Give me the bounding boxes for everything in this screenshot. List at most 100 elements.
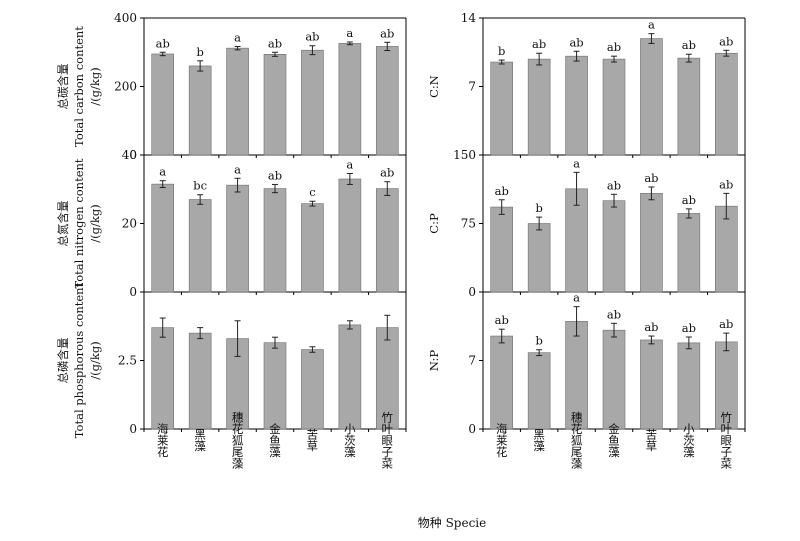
- bar: [490, 206, 514, 293]
- bar: [338, 324, 362, 430]
- y-axis-title: 总磷含量: [56, 338, 70, 384]
- panel-1: 0 200 400 ab b a ab ab a ab 总碳含量 Total carbon conte…: [56, 11, 407, 162]
- significance-label: ab: [719, 34, 733, 48]
- y-tick-label: 2.5: [118, 354, 137, 368]
- significance-label: ab: [305, 30, 319, 44]
- bar: [338, 43, 362, 156]
- panel-4: 0 75 150 ab b a ab ab ab ab C:P: [427, 148, 746, 299]
- significance-label: ab: [719, 177, 733, 191]
- significance-label: ab: [607, 178, 621, 192]
- significance-label: a: [234, 162, 241, 176]
- bar: [226, 184, 249, 293]
- y-tick-label: 0: [468, 422, 476, 436]
- bar: [527, 223, 551, 293]
- x-tick-label: 竹叶眼子菜: [380, 410, 394, 469]
- y-axis-title: Total nitrogen content: [72, 158, 86, 288]
- bar: [301, 203, 324, 293]
- significance-label: ab: [682, 193, 696, 207]
- significance-label: ab: [532, 37, 546, 51]
- significance-label: b: [196, 45, 203, 59]
- bar: [188, 199, 212, 293]
- y-axis-title: /(g/kg): [88, 341, 102, 379]
- significance-label: ab: [380, 166, 394, 180]
- bar: [301, 49, 324, 156]
- bar: [714, 52, 738, 156]
- y-axis-title: /(g/kg): [88, 204, 102, 242]
- bar: [602, 329, 626, 430]
- significance-label: ab: [268, 168, 282, 182]
- y-tick-label: 40: [122, 148, 137, 162]
- significance-label: a: [346, 157, 353, 171]
- significance-label: b: [498, 44, 505, 58]
- significance-label: a: [573, 291, 580, 305]
- y-axis-title: C:P: [427, 213, 441, 234]
- bar: [263, 54, 287, 156]
- y-axis-title: N:P: [427, 350, 441, 372]
- y-tick-label: 0: [129, 422, 137, 436]
- panel-2: 7 14 b ab ab ab a ab ab C:N: [427, 11, 746, 158]
- significance-label: a: [573, 156, 580, 170]
- significance-label: ab: [682, 38, 696, 52]
- x-tick-label: 金鱼藻: [268, 422, 282, 458]
- bar: [263, 188, 287, 293]
- significance-label: c: [309, 185, 315, 199]
- y-axis-title: 总氮含量: [56, 201, 70, 247]
- significance-label: a: [159, 165, 166, 179]
- significance-label: ab: [569, 35, 583, 49]
- y-tick-label: 200: [114, 80, 137, 94]
- bar: [375, 188, 399, 293]
- x-tick-label: 竹叶眼子菜: [719, 410, 733, 469]
- bar: [565, 55, 588, 156]
- bar: [226, 47, 249, 156]
- y-tick-label: 20: [122, 217, 137, 231]
- significance-label: a: [648, 18, 655, 32]
- bar: [188, 65, 212, 156]
- x-tick-label: 苦草: [305, 429, 319, 452]
- significance-label: ab: [156, 36, 170, 50]
- bar: [677, 342, 701, 430]
- significance-label: a: [346, 26, 353, 40]
- bar: [151, 327, 175, 430]
- x-tick-label: 金鱼藻: [607, 422, 621, 458]
- bar: [338, 178, 362, 293]
- significance-label: ab: [380, 26, 394, 40]
- bar: [527, 58, 551, 156]
- significance-label: ab: [268, 36, 282, 50]
- bar: [151, 53, 175, 156]
- x-tick-label: 海莱花: [156, 422, 170, 458]
- bar: [640, 193, 663, 293]
- y-axis-title: C:N: [427, 75, 441, 98]
- significance-label: ab: [495, 313, 509, 327]
- y-tick-label: 0: [129, 148, 137, 162]
- significance-label: b: [535, 201, 542, 215]
- bar: [640, 38, 663, 156]
- significance-label: ab: [719, 317, 733, 331]
- significance-label: ab: [644, 320, 658, 334]
- y-axis-title: 总碳含量: [56, 64, 70, 110]
- bar: [375, 46, 399, 156]
- significance-label: a: [234, 30, 241, 44]
- y-tick-label: 150: [453, 148, 476, 162]
- bar: [602, 58, 626, 156]
- y-tick-label: 0: [468, 285, 476, 299]
- x-tick-label: 穗花狐尾藻: [231, 411, 245, 469]
- bar: [263, 342, 287, 430]
- significance-label: ab: [682, 321, 696, 335]
- y-tick-label: 7: [468, 354, 476, 368]
- y-axis-title: Total phosphorous content: [72, 282, 86, 438]
- bar: [188, 332, 212, 430]
- panel-5: 0 2.5 总磷含量 Total phosphorous content/(g/kg): [56, 282, 407, 438]
- panel-6: 0 7 ab b a ab ab ab ab N:P: [427, 291, 746, 436]
- x-tick-label: 苦草: [644, 429, 658, 452]
- bar: [490, 335, 514, 430]
- y-tick-label: 400: [114, 11, 137, 25]
- bar: [151, 183, 175, 293]
- significance-label: ab: [607, 307, 621, 321]
- y-tick-label: 75: [461, 217, 476, 231]
- y-axis-title: Total carbon content: [72, 26, 86, 147]
- x-tick-label: 海莱花: [495, 422, 509, 458]
- bar: [677, 57, 701, 156]
- y-axis-title: /(g/kg): [88, 67, 102, 105]
